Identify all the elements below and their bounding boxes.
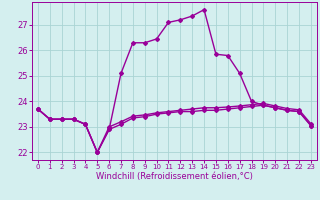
X-axis label: Windchill (Refroidissement éolien,°C): Windchill (Refroidissement éolien,°C) — [96, 172, 253, 181]
